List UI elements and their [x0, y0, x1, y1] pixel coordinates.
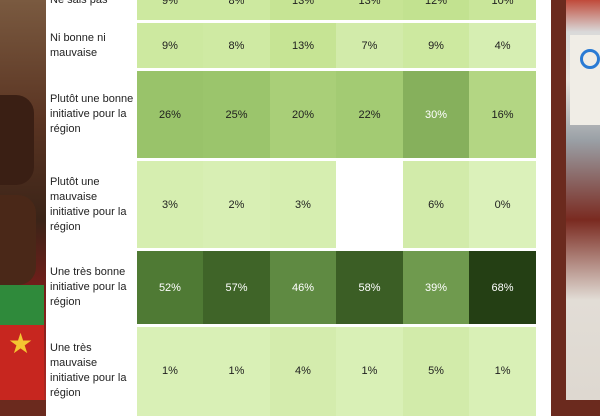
table-cell: 68%	[469, 248, 536, 326]
row-padding	[535, 68, 551, 160]
table-row: Une très bonne initiative pour la région…	[46, 248, 551, 326]
table-cell	[336, 158, 403, 250]
person-silhouette	[0, 195, 36, 285]
table-cell: 2%	[203, 158, 270, 250]
table-cell: 4%	[469, 20, 536, 70]
table-cell: 9%	[402, 20, 470, 70]
person-silhouette	[0, 95, 34, 185]
table-cell: 9%	[136, 20, 204, 70]
row-padding	[535, 248, 551, 326]
heatmap-table-card: Ne sais pas 9% 8% 13% 13% 12% 10% Ni bonne ni m…	[46, 0, 551, 416]
table-cell: 22%	[336, 68, 403, 160]
table-cell: 57%	[203, 248, 270, 326]
table-row: Plutôt une bonne initiative pour la régi…	[46, 68, 551, 160]
table-cell: 39%	[402, 248, 470, 326]
row-padding	[535, 0, 551, 22]
table-cell: 26%	[136, 68, 204, 160]
row-padding	[535, 20, 551, 70]
table-cell: 9%	[136, 0, 204, 22]
table-cell: 20%	[269, 68, 337, 160]
row-label: Une très bonne initiative pour la région	[46, 248, 137, 326]
table-cell: 8%	[203, 0, 270, 22]
row-label: Ne sais pas	[46, 0, 137, 22]
flag-star-icon: ★	[8, 328, 34, 359]
table-cell: 1%	[469, 324, 536, 416]
row-label: Plutôt une bonne initiative pour la régi…	[46, 68, 137, 160]
table-cell: 16%	[469, 68, 536, 160]
protest-sign	[570, 35, 600, 125]
table-cell: 30%	[402, 68, 470, 160]
table-cell: 25%	[203, 68, 270, 160]
table-cell: 12%	[402, 0, 470, 22]
circle-icon	[580, 49, 600, 69]
background-photo-right	[566, 0, 600, 400]
flag-green-band	[0, 285, 44, 325]
table-cell: 46%	[269, 248, 337, 326]
table-cell: 1%	[136, 324, 204, 416]
table-cell: 13%	[336, 0, 403, 22]
table-cell: 7%	[336, 20, 403, 70]
table-cell: 13%	[269, 20, 337, 70]
table-cell: 10%	[469, 0, 536, 22]
table-cell: 52%	[136, 248, 204, 326]
row-padding	[535, 324, 551, 416]
table-row: Une très mauvaise initiative pour la rég…	[46, 324, 551, 416]
table-cell: 3%	[136, 158, 204, 250]
background-photo-left: ★	[0, 0, 46, 400]
table-cell: 3%	[269, 158, 337, 250]
table-cell: 5%	[402, 324, 470, 416]
table-cell: 6%	[402, 158, 470, 250]
table-row: Ni bonne ni mauvaise 9% 8% 13% 7% 9% 4%	[46, 20, 551, 70]
row-label: Ni bonne ni mauvaise	[46, 20, 137, 70]
table-cell: 1%	[203, 324, 270, 416]
table-row: Plutôt une mauvaise initiative pour la r…	[46, 158, 551, 250]
table-cell: 1%	[336, 324, 403, 416]
flag-red-band	[0, 325, 44, 400]
table-cell: 13%	[269, 0, 337, 22]
row-label: Une très mauvaise initiative pour la rég…	[46, 324, 137, 416]
heatmap-table-body: Ne sais pas 9% 8% 13% 13% 12% 10% Ni bonne ni m…	[46, 0, 551, 416]
table-cell: 0%	[469, 158, 536, 250]
heatmap-table: Ne sais pas 9% 8% 13% 13% 12% 10% Ni bonne ni m…	[46, 0, 551, 416]
table-row: Ne sais pas 9% 8% 13% 13% 12% 10%	[46, 0, 551, 22]
table-cell: 4%	[269, 324, 337, 416]
table-cell: 58%	[336, 248, 403, 326]
row-label: Plutôt une mauvaise initiative pour la r…	[46, 158, 137, 250]
row-padding	[535, 158, 551, 250]
table-cell: 8%	[203, 20, 270, 70]
